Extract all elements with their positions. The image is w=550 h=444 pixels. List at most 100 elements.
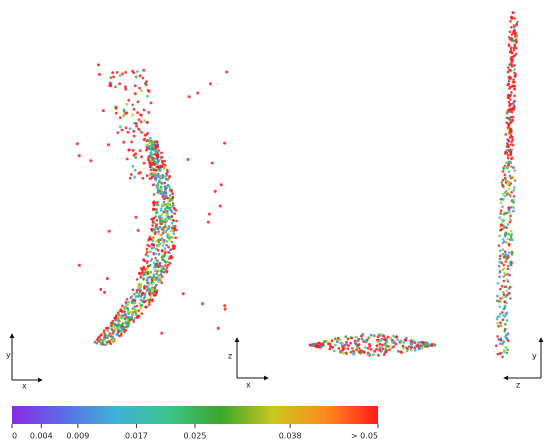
point [510, 59, 514, 63]
point [158, 189, 162, 193]
point [124, 301, 128, 304]
point [131, 313, 135, 317]
point [142, 265, 145, 269]
point [104, 343, 107, 347]
point [152, 168, 156, 172]
point [124, 87, 128, 91]
point [146, 254, 150, 258]
point [146, 260, 149, 263]
point [506, 280, 510, 283]
point [145, 174, 149, 178]
point [154, 291, 157, 294]
point [503, 173, 507, 176]
point [109, 342, 113, 346]
point [503, 250, 507, 253]
point [510, 253, 514, 256]
point [154, 252, 158, 256]
point [111, 336, 114, 339]
point [216, 326, 220, 330]
point [134, 75, 138, 79]
point [163, 247, 167, 250]
colorbar [12, 406, 378, 424]
point [153, 269, 157, 272]
point [163, 185, 167, 188]
point [136, 286, 140, 289]
point [155, 283, 159, 287]
point [148, 141, 151, 145]
point [152, 278, 156, 281]
point [506, 180, 510, 183]
point [156, 182, 160, 185]
point [511, 138, 514, 142]
point [206, 220, 210, 224]
point [161, 240, 165, 244]
point [160, 188, 164, 191]
point [499, 297, 502, 300]
point [146, 281, 149, 285]
point [497, 244, 501, 247]
tick-label: 0.038 [279, 432, 302, 441]
point [396, 338, 400, 341]
point [97, 72, 101, 76]
point [143, 300, 147, 303]
point [108, 340, 111, 343]
point [129, 173, 133, 176]
point [165, 243, 168, 247]
point [382, 334, 386, 338]
point [175, 219, 178, 223]
point [109, 76, 113, 79]
point [514, 40, 518, 43]
point [510, 121, 513, 124]
point [512, 46, 516, 50]
point [341, 346, 345, 349]
point [130, 310, 134, 314]
point [225, 70, 229, 74]
point [504, 327, 507, 331]
point [142, 138, 146, 141]
point [109, 324, 113, 328]
point [497, 325, 500, 328]
point [499, 201, 503, 205]
point [384, 348, 388, 351]
point [497, 338, 501, 341]
point [501, 248, 505, 251]
point [507, 156, 510, 160]
point [330, 339, 334, 343]
point [103, 337, 106, 341]
point [384, 350, 388, 354]
point [166, 183, 170, 187]
point [510, 191, 513, 194]
point [170, 240, 174, 244]
point [135, 124, 139, 128]
point [508, 108, 511, 111]
point [389, 336, 392, 340]
point [152, 171, 155, 175]
point [332, 349, 336, 353]
point [513, 169, 517, 172]
point [141, 176, 145, 180]
point [507, 187, 511, 191]
point [499, 342, 502, 346]
point [125, 323, 129, 327]
point [162, 200, 166, 204]
point [341, 351, 345, 355]
point [509, 297, 512, 300]
point [172, 232, 175, 236]
point [510, 110, 514, 114]
point [157, 230, 160, 234]
point [116, 131, 120, 135]
point [142, 108, 146, 112]
point [134, 156, 138, 159]
point [167, 236, 170, 240]
point [504, 295, 507, 299]
point [123, 330, 126, 334]
point [512, 25, 516, 29]
point [334, 343, 337, 347]
axis-icon: y x [6, 333, 43, 391]
point [114, 318, 117, 322]
point [98, 338, 102, 342]
point [171, 202, 175, 205]
point [498, 300, 502, 303]
point [155, 210, 158, 214]
point [166, 168, 169, 172]
